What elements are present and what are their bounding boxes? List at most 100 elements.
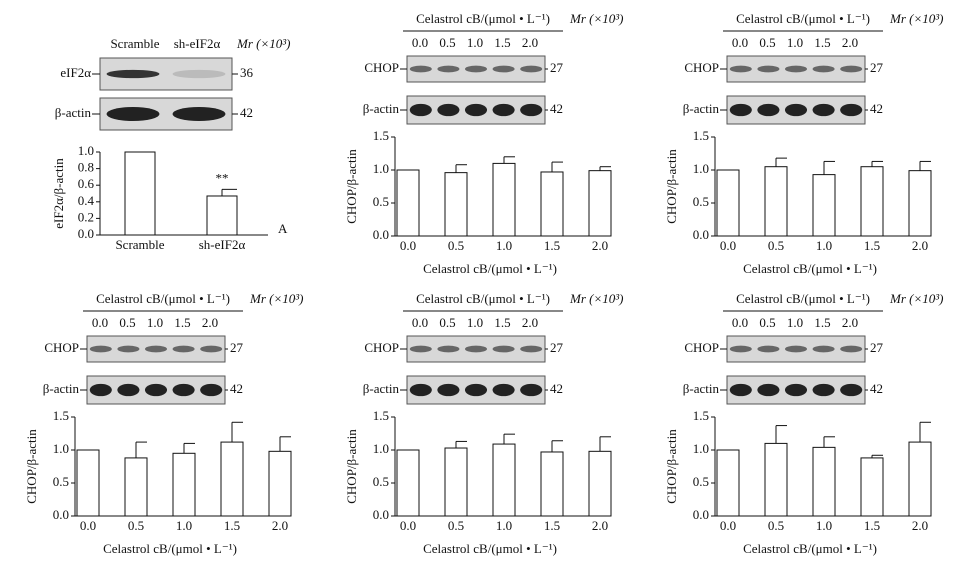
lane-label: 0.5	[759, 35, 775, 50]
x-tick-label: 0.0	[80, 518, 96, 533]
y-tick-label: 0.0	[693, 507, 709, 522]
blot-band	[520, 65, 543, 73]
x-tick-label: 1.0	[496, 518, 512, 533]
marker-weight: 27	[870, 340, 884, 355]
marker-weight: 42	[550, 381, 563, 396]
blot-label: CHOP	[364, 340, 399, 355]
blot-band	[729, 383, 752, 397]
x-tick-label: 1.5	[544, 238, 560, 253]
blot-label: β-actin	[55, 105, 92, 120]
y-axis-title: CHOP/β-actin	[24, 429, 39, 504]
lane-label: 0.0	[732, 35, 748, 50]
blot-band	[840, 345, 863, 353]
bar	[716, 449, 740, 517]
y-tick-label: 0.0	[373, 227, 389, 242]
lane-label: 0.0	[412, 35, 428, 50]
marker-weight: 42	[230, 381, 243, 396]
bar	[588, 170, 612, 237]
blot-band	[492, 103, 515, 117]
y-tick-label: 0.5	[693, 194, 709, 209]
bar	[396, 449, 420, 517]
y-tick-label: 1.0	[693, 441, 709, 456]
blot-label: CHOP	[684, 340, 719, 355]
y-axis-title: CHOP/β-actin	[664, 429, 679, 504]
blot-band	[437, 383, 460, 397]
blot-band	[757, 345, 780, 353]
x-tick-label: 0.0	[720, 238, 736, 253]
x-tick-label: 1.0	[176, 518, 192, 533]
lane-label: 2.0	[522, 315, 538, 330]
blot-header: Celastrol cB/(μmol • L⁻¹)	[416, 11, 550, 26]
blot-label: β-actin	[43, 381, 80, 396]
x-tick-label: 1.5	[864, 238, 880, 253]
blot-label: CHOP	[44, 340, 79, 355]
marker-weight: 27	[550, 340, 564, 355]
blot-band	[409, 65, 432, 73]
blot-band	[757, 103, 780, 117]
y-tick-label: 1.0	[78, 143, 94, 158]
marker-weight: 42	[240, 105, 253, 120]
panel-label: A	[278, 221, 288, 236]
x-tick-label: 1.0	[496, 238, 512, 253]
lane-label: 1.0	[467, 315, 483, 330]
blot-band	[89, 383, 112, 397]
bar	[588, 450, 612, 517]
lane-label: 1.0	[147, 315, 163, 330]
x-tick-label: 0.0	[400, 238, 416, 253]
blot-band	[520, 103, 543, 117]
x-tick-label: 0.5	[768, 238, 784, 253]
bar	[860, 166, 884, 237]
blot-band	[437, 103, 460, 117]
blot-band	[757, 65, 780, 73]
blot-label: β-actin	[683, 381, 720, 396]
bar	[860, 457, 884, 517]
blot-band	[784, 345, 808, 353]
x-axis-title: Celastrol cB/(μmol • L⁻¹)	[423, 541, 557, 556]
y-tick-label: 1.0	[373, 161, 389, 176]
x-tick-label: 1.0	[816, 518, 832, 533]
y-tick-label: 0.8	[78, 160, 94, 175]
x-tick-label: 0.5	[768, 518, 784, 533]
blot-band	[106, 106, 160, 122]
blot-band	[520, 383, 543, 397]
blot-band	[812, 65, 835, 73]
x-axis-title: Celastrol cB/(μmol • L⁻¹)	[103, 541, 237, 556]
x-axis-title: Celastrol cB/(μmol • L⁻¹)	[423, 261, 557, 276]
lane-label: 1.5	[494, 35, 510, 50]
blot-band	[89, 345, 112, 353]
y-tick-label: 0.0	[53, 507, 69, 522]
blot-band	[409, 103, 432, 117]
blot-band	[729, 345, 752, 353]
bar	[124, 151, 156, 236]
blot-header: Celastrol cB/(μmol • L⁻¹)	[416, 291, 550, 306]
y-tick-label: 1.0	[373, 441, 389, 456]
y-tick-label: 1.0	[693, 161, 709, 176]
lane-label: 0.5	[759, 315, 775, 330]
y-tick-label: 0.0	[373, 507, 389, 522]
blot-band	[840, 383, 863, 397]
x-tick-label: 2.0	[592, 518, 608, 533]
lane-label: 0.0	[732, 315, 748, 330]
blot-band	[812, 103, 835, 117]
blot-band	[464, 345, 488, 353]
y-tick-label: 1.5	[693, 128, 709, 143]
x-tick-label: 1.5	[864, 518, 880, 533]
lane-label: 1.5	[814, 35, 830, 50]
y-tick-label: 0.6	[78, 176, 95, 191]
blot-band	[840, 103, 863, 117]
blot-label: β-actin	[363, 101, 400, 116]
blot-label: eIF2α	[60, 65, 91, 80]
x-tick-label: 2.0	[592, 238, 608, 253]
y-tick-label: 0.5	[373, 474, 389, 489]
bar	[492, 443, 516, 517]
blot-band	[172, 69, 226, 79]
x-tick-label: sh-eIF2α	[199, 237, 246, 252]
blot-label: CHOP	[684, 60, 719, 75]
bar	[908, 170, 932, 237]
lane-label: 1.5	[174, 315, 190, 330]
blot-band	[117, 345, 140, 353]
bar	[444, 447, 468, 517]
y-axis-title: CHOP/β-actin	[344, 429, 359, 504]
lane-label: 0.5	[439, 35, 455, 50]
blot-band	[784, 65, 808, 73]
